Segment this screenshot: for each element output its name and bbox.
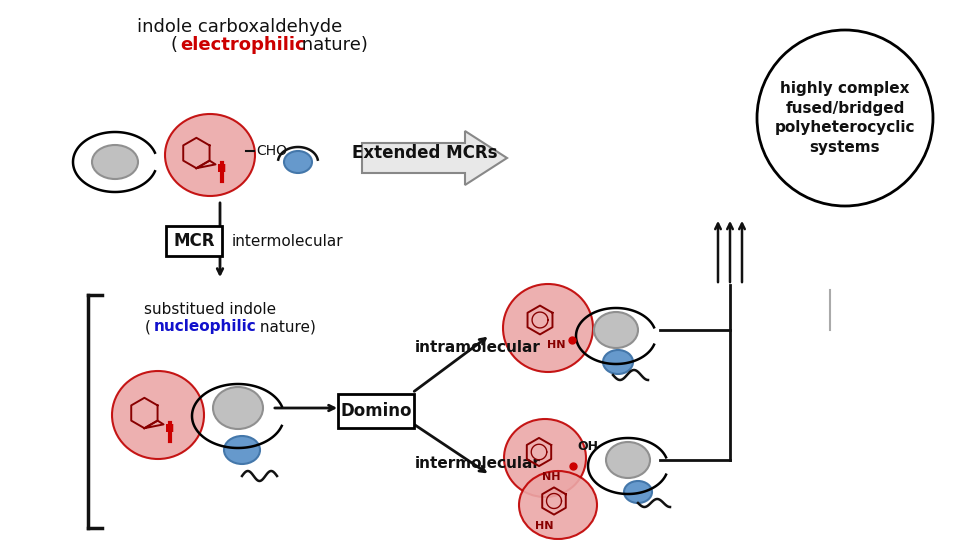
Text: Domino: Domino [340, 402, 412, 420]
Text: (: ( [170, 36, 177, 54]
Text: NH: NH [541, 472, 561, 482]
Text: HN: HN [535, 521, 553, 531]
Text: HN: HN [547, 340, 565, 350]
Text: N: N [217, 164, 227, 174]
Text: substitued indole: substitued indole [144, 302, 276, 317]
Text: nucleophilic: nucleophilic [154, 319, 256, 334]
FancyArrow shape [362, 131, 507, 185]
Text: OH: OH [577, 440, 598, 453]
Ellipse shape [92, 145, 138, 179]
Text: electrophilic: electrophilic [180, 36, 305, 54]
Ellipse shape [224, 436, 260, 464]
Text: intramolecular: intramolecular [415, 341, 540, 355]
Text: highly complex
fused/bridged
polyheterocyclic
systems: highly complex fused/bridged polyheteroc… [775, 81, 915, 155]
Text: intermolecular: intermolecular [232, 233, 344, 248]
Text: nature): nature) [296, 36, 368, 54]
Ellipse shape [213, 387, 263, 429]
FancyBboxPatch shape [166, 226, 222, 256]
Ellipse shape [504, 419, 586, 497]
Text: (: ( [145, 319, 151, 334]
Ellipse shape [624, 481, 652, 503]
Ellipse shape [603, 350, 633, 374]
Circle shape [757, 30, 933, 206]
Text: MCR: MCR [173, 232, 215, 250]
Text: N: N [165, 424, 175, 434]
Text: nature): nature) [255, 319, 316, 334]
Ellipse shape [112, 371, 204, 459]
Ellipse shape [594, 312, 638, 348]
Ellipse shape [503, 284, 593, 372]
Ellipse shape [165, 114, 255, 196]
FancyBboxPatch shape [338, 394, 414, 428]
Text: Extended MCRs: Extended MCRs [351, 144, 497, 162]
Text: intermolecular: intermolecular [415, 456, 540, 471]
Text: indole carboxaldehyde: indole carboxaldehyde [137, 18, 343, 36]
Ellipse shape [519, 471, 597, 539]
Ellipse shape [606, 442, 650, 478]
Text: CHO: CHO [256, 144, 287, 158]
Ellipse shape [284, 151, 312, 173]
